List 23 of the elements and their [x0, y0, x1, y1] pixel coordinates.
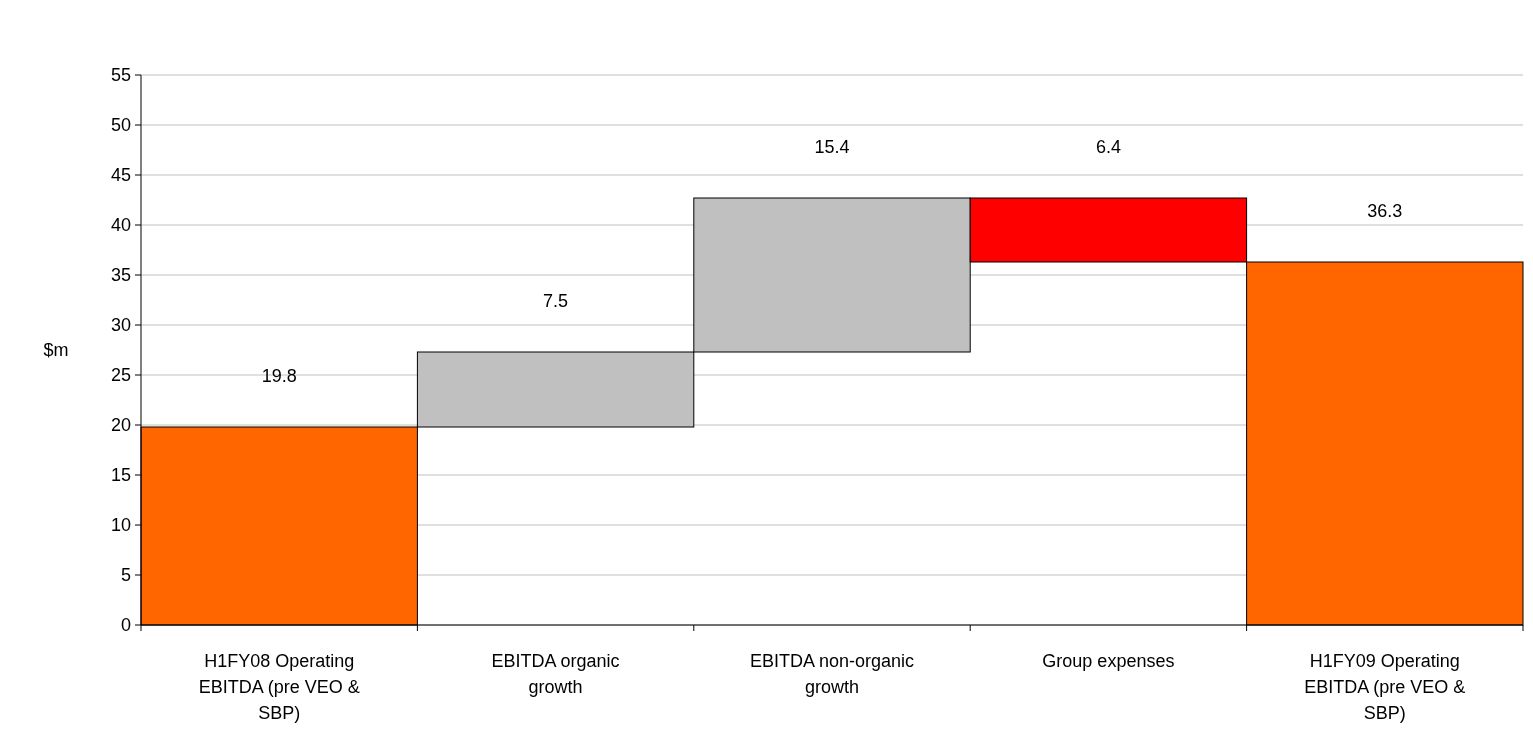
y-tick-label: 10 [110, 515, 131, 536]
y-tick-label: 35 [110, 265, 131, 286]
y-tick-label: 15 [110, 465, 131, 486]
y-tick-label: 25 [110, 365, 131, 386]
x-tick-label: EBITDA organic growth [491, 651, 620, 697]
data-label: 7.5 [543, 291, 569, 311]
data-label: 6.4 [1095, 137, 1121, 157]
x-tick-label: H1FY09 Operating EBITDA (pre VEO & SBP) [1304, 651, 1466, 723]
y-tick-label: 50 [110, 115, 131, 136]
data-label: 19.8 [261, 366, 297, 386]
y-tick-label: 55 [110, 65, 131, 86]
x-tick-label: H1FY08 Operating EBITDA (pre VEO & SBP) [198, 651, 360, 723]
y-tick-label: 0 [120, 615, 131, 636]
x-tick-label: EBITDA non-organic growth [749, 651, 915, 697]
y-tick-label: 45 [110, 165, 131, 186]
y-tick-label: 30 [110, 315, 131, 336]
y-tick-label: 20 [110, 415, 131, 436]
data-label: 36.3 [1367, 201, 1403, 221]
x-tick-label: Group expenses [1042, 651, 1175, 671]
y-tick-label: 40 [110, 215, 131, 236]
y-axis-title: $m [43, 340, 69, 361]
data-label: 15.4 [814, 137, 850, 157]
y-tick-label: 5 [120, 565, 131, 586]
